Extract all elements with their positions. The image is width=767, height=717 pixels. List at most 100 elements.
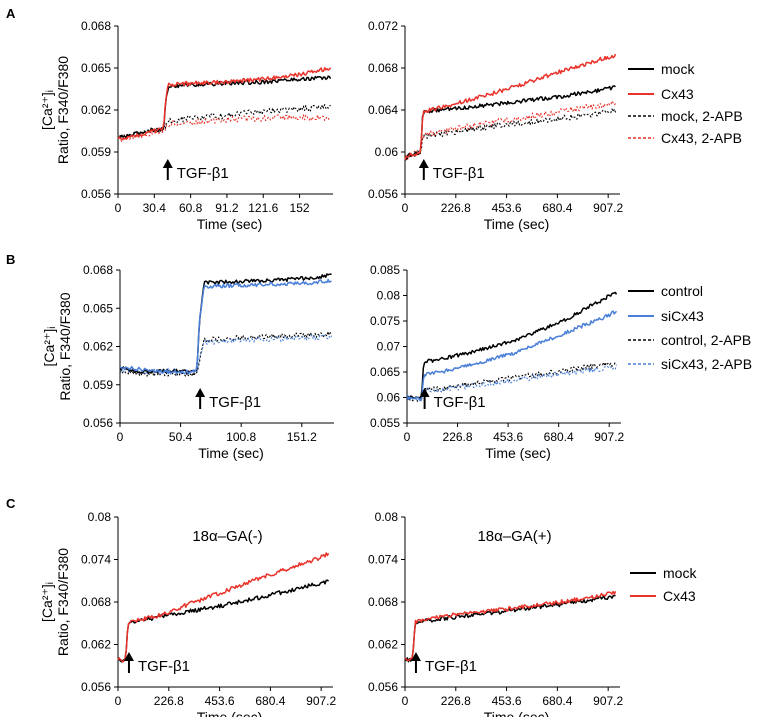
x-tick-label: 907.2 <box>593 694 623 708</box>
y-tick-label: 0.075 <box>370 314 400 328</box>
y-tick-label: 0.07 <box>377 340 401 354</box>
x-tick-label: 0 <box>404 430 411 444</box>
y-tick-label: 0.056 <box>368 187 398 201</box>
legend-c-label-cx43: Cx43 <box>663 588 696 604</box>
x-tick-label: 60.8 <box>179 201 203 215</box>
stimulus-label: TGF-β1 <box>434 394 486 411</box>
y-tick-label: 0.062 <box>81 103 111 117</box>
chart-c-left: 0.056 0.062 0.068 0.074 0.08 0 226.8 453.6 680.4… <box>39 510 337 717</box>
y-tick-label: 0.059 <box>81 145 111 159</box>
y-tick-label: 0.056 <box>368 680 398 694</box>
stimulus-label: TGF-β1 <box>425 658 477 675</box>
y-axis-label-line2: Ratio, F340/F380 <box>55 548 71 656</box>
series-line-control <box>119 273 332 375</box>
x-tick-label: 226.8 <box>154 694 184 708</box>
legend-b-label-sicx43-2apb: siCx43, 2-APB <box>661 356 752 372</box>
panel-letter-c: C <box>6 496 16 511</box>
series-line-control <box>406 291 618 400</box>
series-line-cx43 <box>404 53 617 160</box>
legend-a-label-mock-2apb: mock, 2-APB <box>661 108 743 124</box>
chart-panels: 0.056 0.059 0.062 0.065 0.068 0 30.4 60.8 91.2 12… <box>39 19 625 717</box>
series-line-cx43 <box>117 552 330 663</box>
series-line-mock <box>117 75 332 139</box>
stimulus-arrowhead-icon <box>195 388 206 397</box>
panel-letter-b: B <box>6 252 15 267</box>
y-tick-label: 0.06 <box>377 391 401 405</box>
x-tick-label: 680.4 <box>542 694 572 708</box>
series-line-mock-2-apb <box>117 104 331 140</box>
y-axis-label-line1: [Ca²⁺]ᵢ <box>41 327 57 367</box>
panel-title: 18α–GA(-) <box>192 528 262 545</box>
x-tick-label: 151.2 <box>287 430 317 444</box>
stimulus-label: TGF-β1 <box>209 394 261 411</box>
x-tick-label: 453.6 <box>492 694 522 708</box>
y-tick-label: 0.068 <box>368 61 398 75</box>
x-tick-label: 0 <box>115 694 122 708</box>
x-tick-label: 121.6 <box>248 201 278 215</box>
x-tick-label: 91.2 <box>215 201 239 215</box>
y-tick-label: 0.068 <box>81 595 111 609</box>
y-tick-label: 0.065 <box>370 365 400 379</box>
y-tick-label: 0.074 <box>368 553 398 567</box>
series-line-sicx43-2-apb <box>406 364 618 402</box>
x-tick-label: 0 <box>402 201 409 215</box>
series-line-cx43-2-apb <box>117 114 331 142</box>
legend-a-label-mock: mock <box>661 61 695 77</box>
legend-a: mock Cx43 mock, 2-APB Cx43, 2-APB <box>628 61 743 146</box>
legend-b-label-control: control <box>661 283 703 299</box>
x-tick-label: 0 <box>115 201 122 215</box>
y-axis-label-line2: Ratio, F340/F380 <box>55 56 71 164</box>
x-tick-label: 453.6 <box>492 201 522 215</box>
y-tick-label: 0.08 <box>88 510 112 524</box>
y-tick-label: 0.056 <box>83 416 113 430</box>
x-tick-label: 0 <box>117 430 124 444</box>
y-tick-label: 0.068 <box>81 19 111 33</box>
y-tick-label: 0.072 <box>368 19 398 33</box>
y-tick-label: 0.064 <box>368 103 398 117</box>
series-line-sicx43-2-apb <box>119 333 333 375</box>
y-axis-label-line2: Ratio, F340/F380 <box>57 292 73 400</box>
x-tick-label: 152 <box>290 201 310 215</box>
y-tick-label: 0.074 <box>81 553 111 567</box>
legend-a-label-cx43: Cx43 <box>661 86 694 102</box>
chart-b-right: 0.055 0.06 0.065 0.07 0.075 0.08 0.085 0 226.8 45… <box>370 263 625 461</box>
chart-c-right: 0.056 0.062 0.068 0.074 0.08 0 226.8 453.6 680.4… <box>368 510 624 717</box>
series-line-mock <box>404 594 616 663</box>
x-tick-label: 907.2 <box>306 694 336 708</box>
y-axis-label-line1: [Ca²⁺]ᵢ <box>39 582 55 622</box>
series-line-cx43-2-apb <box>404 100 616 161</box>
y-tick-label: 0.059 <box>83 378 113 392</box>
panel-title: 18α–GA(+) <box>477 528 551 545</box>
y-tick-label: 0.062 <box>81 638 111 652</box>
series-line-sicx43 <box>406 310 618 402</box>
y-tick-label: 0.056 <box>81 187 111 201</box>
y-tick-label: 0.085 <box>370 263 400 277</box>
legend-c-label-mock: mock <box>663 565 697 581</box>
series-line-sicx43 <box>119 278 332 375</box>
x-tick-label: 100.8 <box>226 430 256 444</box>
y-tick-label: 0.06 <box>375 145 399 159</box>
series-line-control-2-apb <box>406 361 617 402</box>
y-tick-label: 0.065 <box>81 61 111 75</box>
legend-a-label-cx43-2apb: Cx43, 2-APB <box>661 130 742 146</box>
stimulus-label: TGF-β1 <box>433 165 485 182</box>
x-axis-label: Time (sec) <box>197 709 263 717</box>
series-line-cx43 <box>404 590 617 662</box>
x-tick-label: 453.6 <box>205 694 235 708</box>
legend-b-label-control-2apb: control, 2-APB <box>661 332 751 348</box>
chart-a-right: 0.056 0.06 0.064 0.068 0.072 0 226.8 453.6 680.4… <box>368 19 624 232</box>
x-tick-label: 680.4 <box>255 694 285 708</box>
legend-c: mock Cx43 <box>630 565 697 604</box>
x-tick-label: 680.4 <box>542 201 572 215</box>
x-tick-label: 226.8 <box>443 430 473 444</box>
x-axis-label: Time (sec) <box>197 216 263 232</box>
legend-b: control siCx43 control, 2-APB siCx43, 2-… <box>628 283 752 372</box>
stimulus-arrowhead-icon <box>418 159 429 168</box>
stimulus-arrowhead-icon <box>123 652 134 661</box>
chart-b-left: 0.056 0.059 0.062 0.065 0.068 0 50.4 100.8 151.2… <box>41 263 334 461</box>
y-tick-label: 0.068 <box>368 595 398 609</box>
panel-letter-a: A <box>6 6 16 21</box>
x-tick-label: 50.4 <box>169 430 193 444</box>
series-line-control-2-apb <box>119 330 333 377</box>
